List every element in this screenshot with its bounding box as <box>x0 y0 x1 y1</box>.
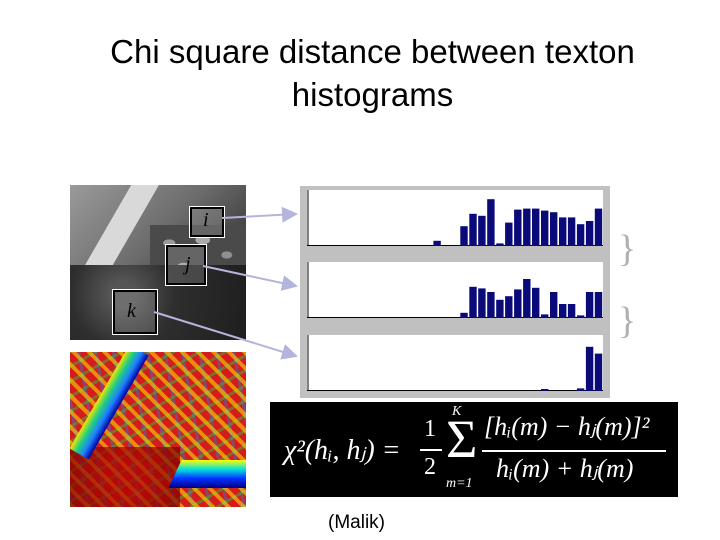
histogram-j-bar <box>460 312 468 318</box>
histogram-j-bar <box>487 292 495 318</box>
histogram-i-bar <box>460 226 468 246</box>
texton-map <box>70 352 246 507</box>
formula-numerator: [hᵢ(m) − hⱼ(m)]² <box>484 412 650 441</box>
formula-denominator: hᵢ(m) + hⱼ(m) <box>496 454 634 483</box>
slide-title: Chi square distance between texton histo… <box>0 30 720 116</box>
formula-sum-upper: K <box>452 404 462 419</box>
histogram-j-bar <box>514 289 522 318</box>
histogram-j-bar <box>532 287 540 318</box>
region-box-j: j <box>166 245 206 285</box>
histogram-j <box>307 262 603 318</box>
formula-sum-lower: m=1 <box>446 476 473 491</box>
formula-half-denominator: 2 <box>424 454 436 480</box>
histogram-j-svg <box>307 262 603 318</box>
histogram-i-bar <box>505 222 513 246</box>
brace-upper: } <box>618 228 637 270</box>
histogram-i-bar <box>550 212 558 246</box>
histogram-i-bar <box>567 217 576 246</box>
histogram-k-svg <box>307 335 603 391</box>
arrow-i <box>221 206 298 223</box>
histogram-k-bar <box>541 389 549 391</box>
histogram-i-bar <box>594 208 603 246</box>
citation: (Malik) <box>328 512 385 533</box>
histogram-i-bar <box>514 209 522 246</box>
histogram-i-bar <box>433 240 441 246</box>
histogram-i-svg <box>307 190 603 246</box>
histogram-j-bar <box>469 286 477 318</box>
histogram-j-bar <box>505 296 513 318</box>
histogram-j-bar <box>594 292 603 318</box>
histogram-i-bar <box>523 208 531 246</box>
histogram-i-bar <box>478 215 486 246</box>
label-i: i <box>203 209 209 231</box>
histogram-j-bar <box>550 292 558 318</box>
region-box-i: i <box>190 207 224 237</box>
histogram-k-bar <box>576 388 585 391</box>
histogram-j-bar <box>559 304 567 318</box>
formula-lhs: χ²(hᵢ, hⱼ) = <box>284 435 401 466</box>
histogram-i-bar <box>559 217 567 246</box>
histogram-i-bar <box>487 199 495 246</box>
title-line-2: histograms <box>291 76 454 113</box>
label-k: k <box>127 300 136 322</box>
histogram-j-bar <box>478 288 486 318</box>
histogram-i-bar <box>585 221 594 246</box>
formula-sum-sign: Σ <box>446 409 478 469</box>
histogram-panel <box>300 186 610 398</box>
histogram-i-bar <box>532 208 540 246</box>
region-box-k: k <box>113 290 157 334</box>
formula-half-bar <box>420 449 442 451</box>
label-j: j <box>185 253 191 275</box>
histogram-i-bar <box>469 213 477 246</box>
histogram-j-bar <box>567 304 576 318</box>
histogram-i-bar <box>541 210 549 246</box>
histogram-j-bar <box>523 279 531 318</box>
title-line-1: Chi square distance between texton <box>110 33 635 70</box>
histogram-j-bar <box>576 315 585 318</box>
arrow-j <box>202 265 298 291</box>
histogram-j-bar <box>496 299 504 318</box>
histogram-k <box>307 335 603 391</box>
histogram-j-bar <box>585 292 594 318</box>
histogram-i-bar <box>496 243 504 246</box>
formula-fraction-bar <box>482 450 666 452</box>
histogram-i <box>307 190 603 246</box>
arrow-k <box>153 311 298 360</box>
histogram-k-bar <box>585 346 594 391</box>
chi-square-formula: χ²(hᵢ, hⱼ) = 1 2 K Σ m=1 [hᵢ(m) − hⱼ(m)]… <box>270 402 678 497</box>
formula-half-numerator: 1 <box>424 416 436 442</box>
photo-bush <box>70 265 246 340</box>
histogram-i-bar <box>576 224 585 246</box>
histogram-k-bar <box>594 353 603 391</box>
brace-lower: } <box>618 300 637 342</box>
histogram-j-bar <box>541 314 549 318</box>
